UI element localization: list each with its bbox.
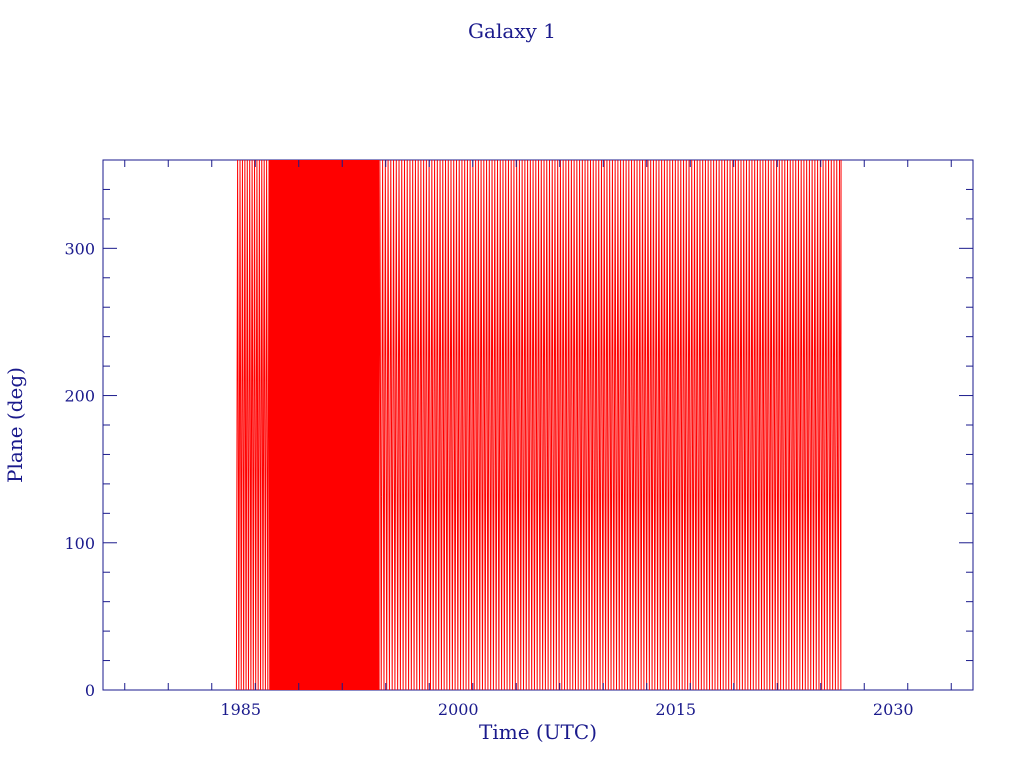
series-line-0-dense xyxy=(269,159,380,691)
y-tick-label: 0 xyxy=(85,681,95,700)
x-tick-label: 2015 xyxy=(655,700,696,719)
y-tick-label: 200 xyxy=(64,387,95,406)
y-axis-label: Plane (deg) xyxy=(3,367,27,483)
tick-layer xyxy=(103,159,973,691)
x-tick-label: 1985 xyxy=(220,700,261,719)
x-tick-label: 2000 xyxy=(438,700,479,719)
y-tick-label: 100 xyxy=(64,534,95,553)
x-tick-label: 2030 xyxy=(873,700,914,719)
chart-title: Galaxy 1 xyxy=(468,19,556,43)
series-layer xyxy=(235,159,842,691)
y-tick-label: 300 xyxy=(64,239,95,258)
x-axis-label: Time (UTC) xyxy=(479,720,597,744)
tick-label-layer: 1985 2000 2015 2030 0 100 200 300 xyxy=(64,239,913,719)
